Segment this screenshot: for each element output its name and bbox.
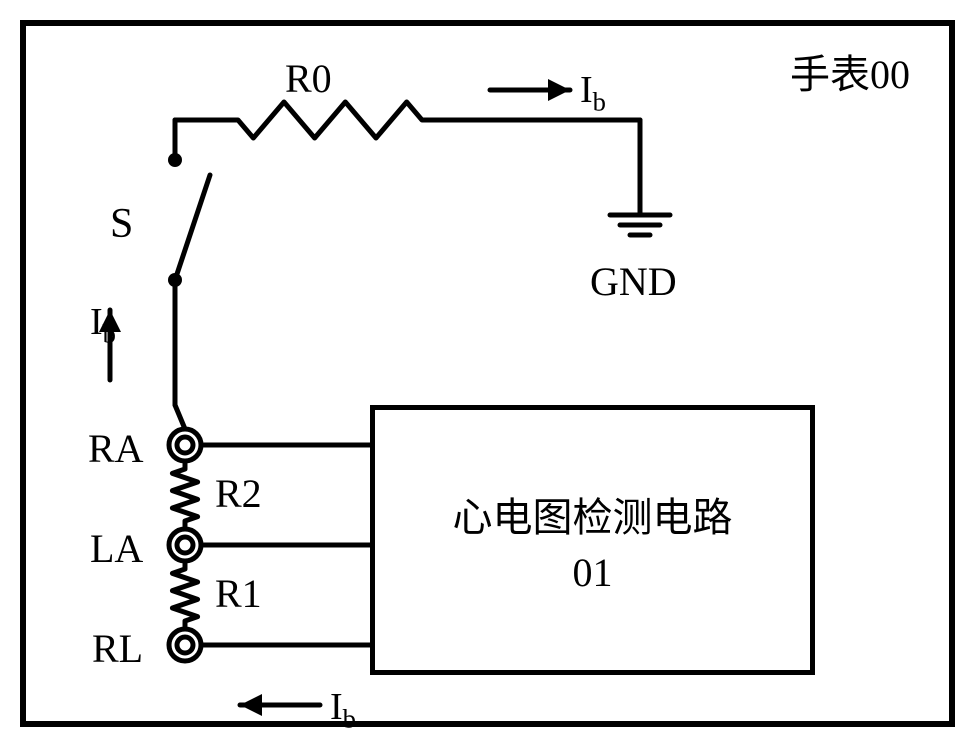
schematic-svg: [0, 0, 975, 747]
